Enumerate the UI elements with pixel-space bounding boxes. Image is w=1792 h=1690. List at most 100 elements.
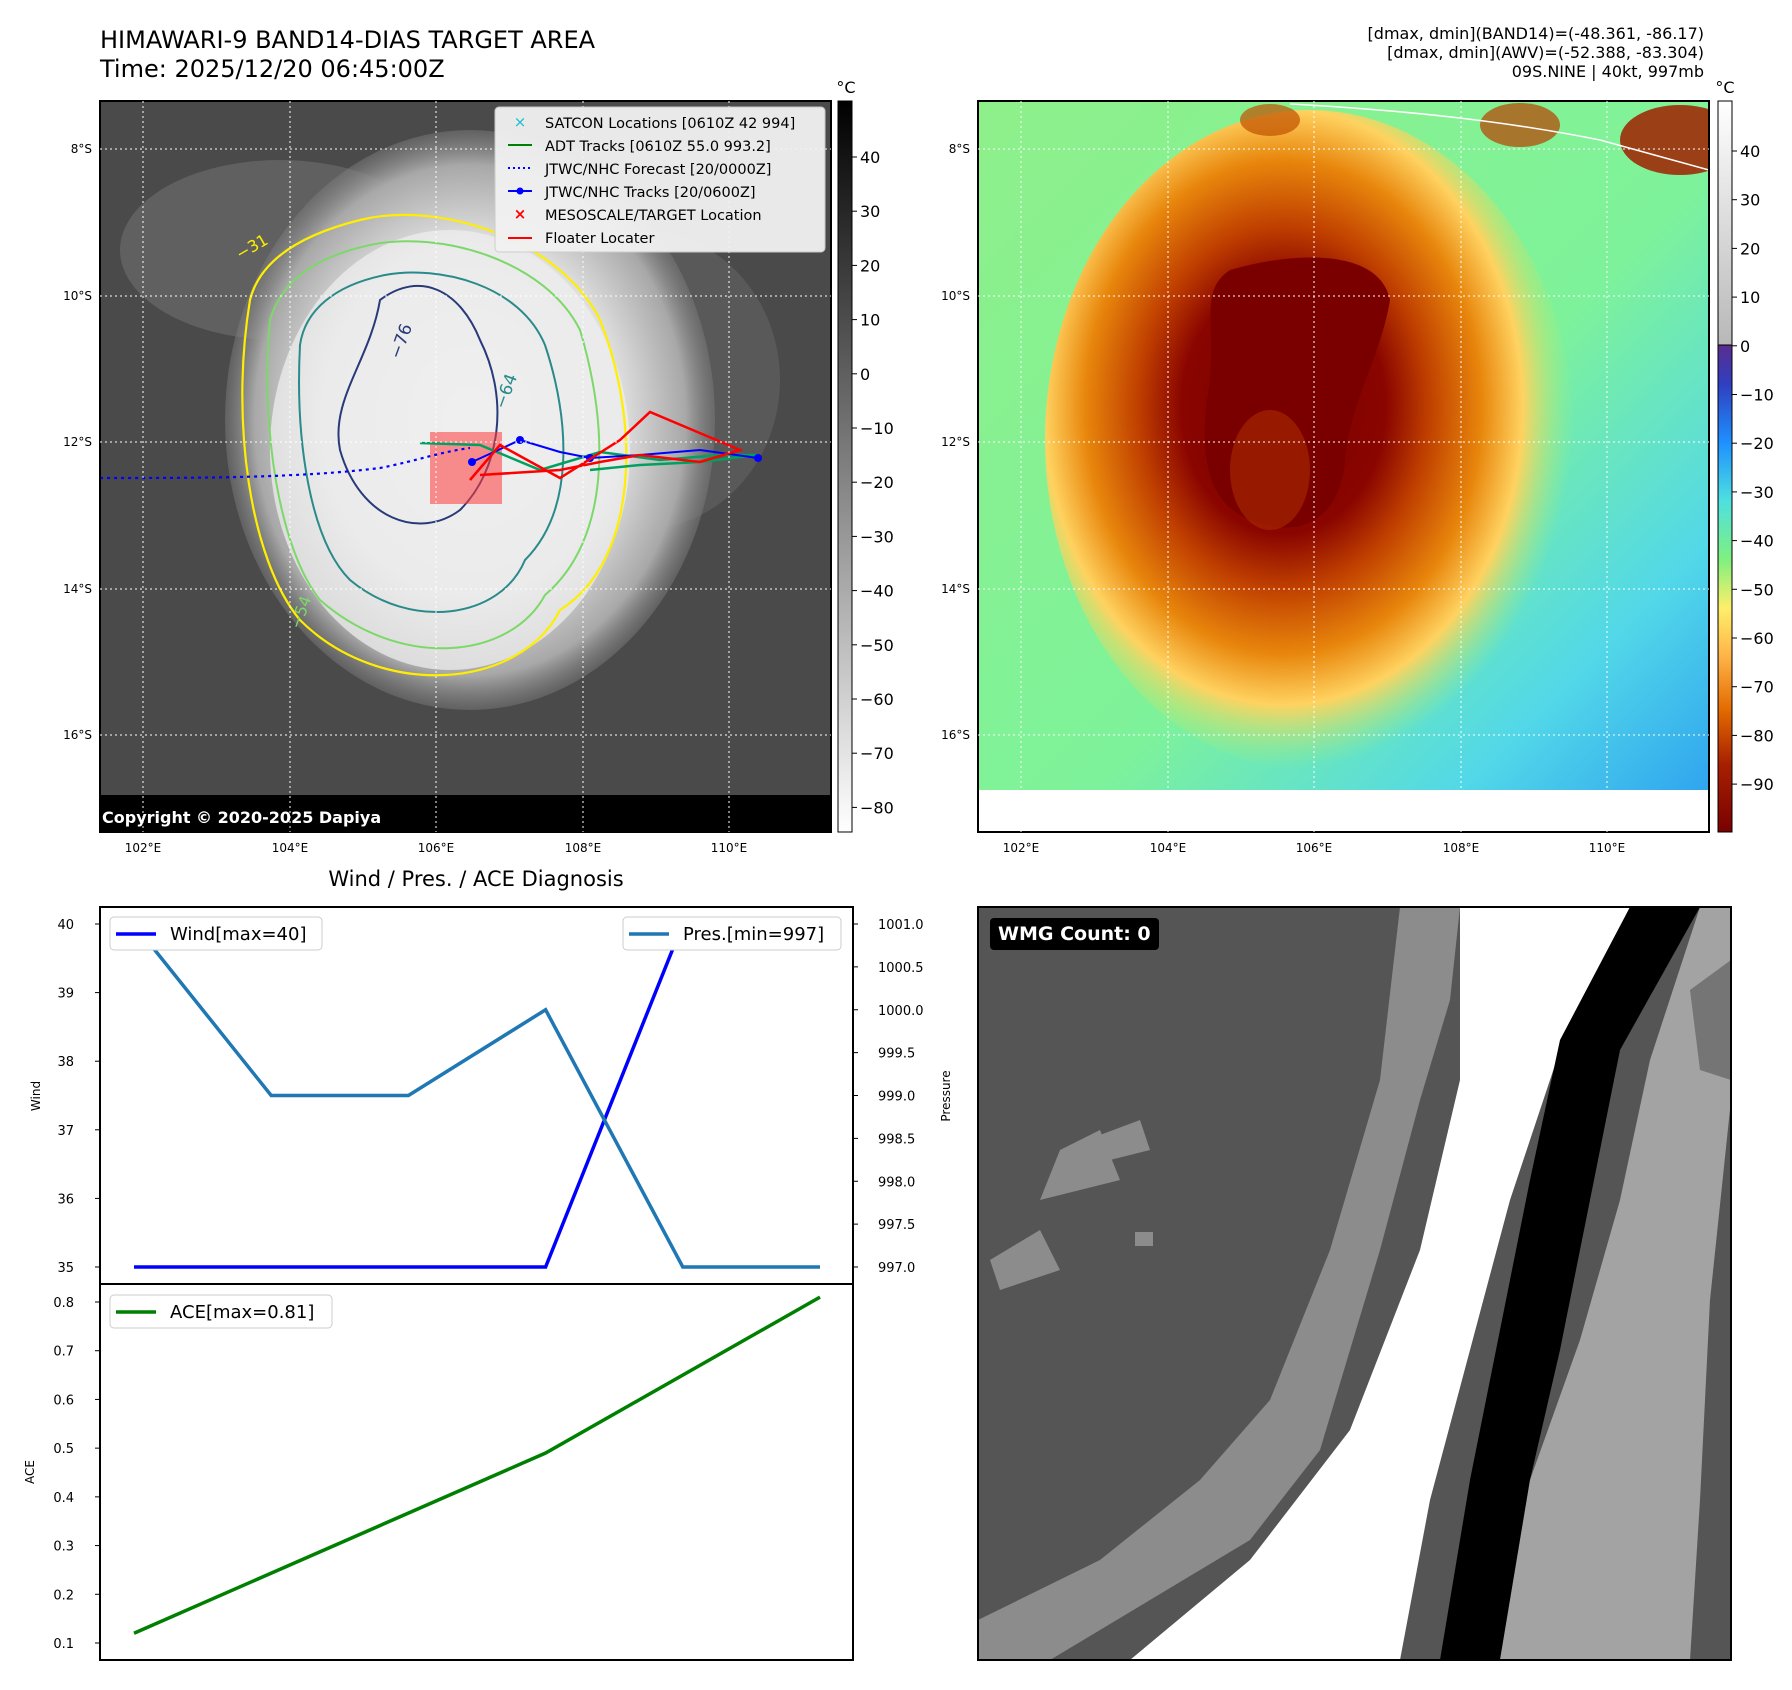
lat-label: 16°S: [941, 728, 970, 742]
ir-colorbar-tick-label: 40: [860, 148, 880, 167]
ir-colorbar-tick-label: 20: [860, 256, 880, 275]
wind-tick-label: 37: [57, 1124, 74, 1139]
ir-colorbar-tick-label: −60: [860, 690, 894, 709]
wind-tick-label: 39: [57, 987, 74, 1002]
pressure-axis-label: Pressure: [939, 1070, 953, 1121]
color-colorbar-tick-label: −50: [1740, 580, 1774, 599]
wind-tick-label: 38: [57, 1055, 74, 1070]
lon-label: 106°E: [1296, 841, 1333, 855]
ace-tick-label: 0.1: [53, 1637, 74, 1652]
color-colorbar-tick-label: 40: [1740, 142, 1760, 161]
lon-label: 104°E: [272, 841, 309, 855]
pressure-tick-label: 997.5: [878, 1218, 915, 1233]
pressure-tick-label: 997.0: [878, 1261, 915, 1276]
ir-colorbar-tick-label: −70: [860, 744, 894, 763]
ir-legend: × × SATCON Locations [0610Z 42 994] ADT …: [494, 106, 826, 253]
color-colorbar-bottom: [1717, 344, 1733, 833]
legend-tracks: JTWC/NHC Tracks [20/0600Z]: [544, 185, 756, 201]
color-colorbar-tick-label: −60: [1740, 629, 1774, 648]
ir-colorbar-tick-label: −30: [860, 527, 894, 546]
ir-colorbar-tick-label: −50: [860, 636, 894, 655]
color-colorbar-tick-label: 0: [1740, 337, 1750, 356]
stats-line-1: [dmax, dmin](BAND14)=(-48.361, -86.17): [1367, 24, 1704, 43]
color-colorbar-tick-label: 10: [1740, 288, 1760, 307]
legend-adt: ADT Tracks [0610Z 55.0 993.2]: [545, 139, 771, 155]
ace-tick-label: 0.3: [53, 1540, 74, 1555]
ace-tick-label: 0.6: [53, 1393, 74, 1408]
wmg-image: [978, 907, 1731, 1660]
ace-legend-label: ACE[max=0.81]: [170, 1302, 314, 1323]
ace-tick-label: 0.2: [53, 1588, 74, 1603]
legend-satcon: SATCON Locations [0610Z 42 994]: [545, 116, 795, 132]
color-colorbar-tick-label: −40: [1740, 532, 1774, 551]
ace-tick-label: 0.8: [53, 1296, 74, 1311]
ir-lat-labels: 8°S 10°S 12°S 14°S 16°S: [63, 142, 92, 742]
adt-track: [419, 441, 759, 472]
ir-colorbar-ticks: 40 30 20 10 0 −10 −20 −30 −40 −50 −60 −70 −80: [852, 148, 894, 817]
pressure-tick-label: 1000.0: [878, 1004, 924, 1019]
target-marker-icon: ×: [514, 205, 527, 223]
stats-line-3: 09S.NINE | 40kt, 997mb: [1511, 62, 1704, 81]
ir-colorbar-tick-label: −20: [860, 473, 894, 492]
ace-tick-label: 0.5: [53, 1442, 74, 1457]
color-colorbar-tick-label: −20: [1740, 434, 1774, 453]
ir-colorbar-tick-label: −40: [860, 582, 894, 601]
color-colorbar-tick-label: −70: [1740, 678, 1774, 697]
jtwc-forecast-line: [100, 446, 471, 480]
color-colorbar-tick-label: 30: [1740, 191, 1760, 210]
wmg-panel-frame: [977, 906, 1732, 1661]
wind-tick-label: 35: [57, 1261, 74, 1276]
copyright-text: Copyright © 2020-2025 Dapiya: [102, 808, 382, 827]
ir-colorbar-tick-label: 30: [860, 202, 880, 221]
lat-label: 10°S: [63, 289, 92, 303]
pressure-tick-label: 998.5: [878, 1132, 915, 1147]
wind-legend-box: [109, 916, 323, 951]
color-colorbar-tick-label: −90: [1740, 775, 1774, 794]
color-lon-labels: 102°E 104°E 106°E 108°E 110°E: [1003, 841, 1626, 855]
lat-label: 8°S: [71, 142, 92, 156]
color-image: [978, 101, 1709, 832]
satcon-marker-icon: ×: [514, 113, 527, 131]
wind-legend-label: Wind[max=40]: [170, 924, 307, 945]
coastline: [1289, 103, 1709, 171]
ir-colorbar-tick-label: −80: [860, 798, 894, 817]
stats-text: [dmax, dmin](BAND14)=(-48.361, -86.17) [d…: [1368, 24, 1704, 81]
pressure-tick-label: 1000.5: [878, 961, 924, 976]
pressure-legend-box: [622, 916, 842, 951]
ace-series-line: [133, 1295, 821, 1635]
wind-pres-plot-area: [99, 906, 854, 1285]
pressure-series-line: [132, 922, 820, 1269]
ace-tick-label: 0.4: [53, 1491, 74, 1506]
pressure-tick-label: 1001.0: [878, 918, 924, 933]
lat-label: 12°S: [941, 435, 970, 449]
contour-teal: [298, 271, 565, 614]
pressure-tick-label: 999.0: [878, 1090, 915, 1105]
title-line-1: HIMAWARI-9 BAND14-DIAS TARGET AREA: [100, 26, 596, 54]
ir-colorbar: [837, 100, 853, 833]
contour-yellow: [241, 213, 628, 677]
title-line-2: Time: 2025/12/20 06:45:00Z: [100, 55, 445, 83]
ir-colorbar-tick-label: 10: [860, 311, 880, 330]
color-gridlines: [978, 101, 1709, 832]
color-colorbar-ticks: 40 30 20 10 0 −10 −20 −30 −40 −50 −60 −70 −80 −90: [1732, 142, 1774, 794]
ir-colorbar-unit: °C: [836, 78, 855, 97]
color-panel-frame: [977, 100, 1710, 833]
lat-label: 8°S: [949, 142, 970, 156]
ace-tick-label: 0.7: [53, 1345, 74, 1360]
legend-floater: Floater Locater: [545, 231, 654, 247]
contour-navy: [337, 284, 499, 525]
lat-label: 14°S: [941, 582, 970, 596]
color-colorbar-tick-label: −10: [1740, 386, 1774, 405]
pressure-legend-label: Pres.[min=997]: [683, 924, 824, 945]
color-colorbar-tick-label: −80: [1740, 726, 1774, 745]
floater-locater-track: [469, 410, 744, 481]
lon-label: 102°E: [1003, 841, 1040, 855]
lon-label: 102°E: [125, 841, 162, 855]
ir-image: −76 −64 −54 −31: [100, 101, 831, 832]
color-lat-labels: 8°S 10°S 12°S 14°S 16°S: [941, 142, 970, 742]
lon-label: 110°E: [711, 841, 748, 855]
pressure-tick-label: 998.0: [878, 1175, 915, 1190]
ace-chart: 0.1 0.2 0.3 0.4 0.5 0.6 0.7 0.8 ACE[max=0.81]: [53, 1294, 821, 1652]
